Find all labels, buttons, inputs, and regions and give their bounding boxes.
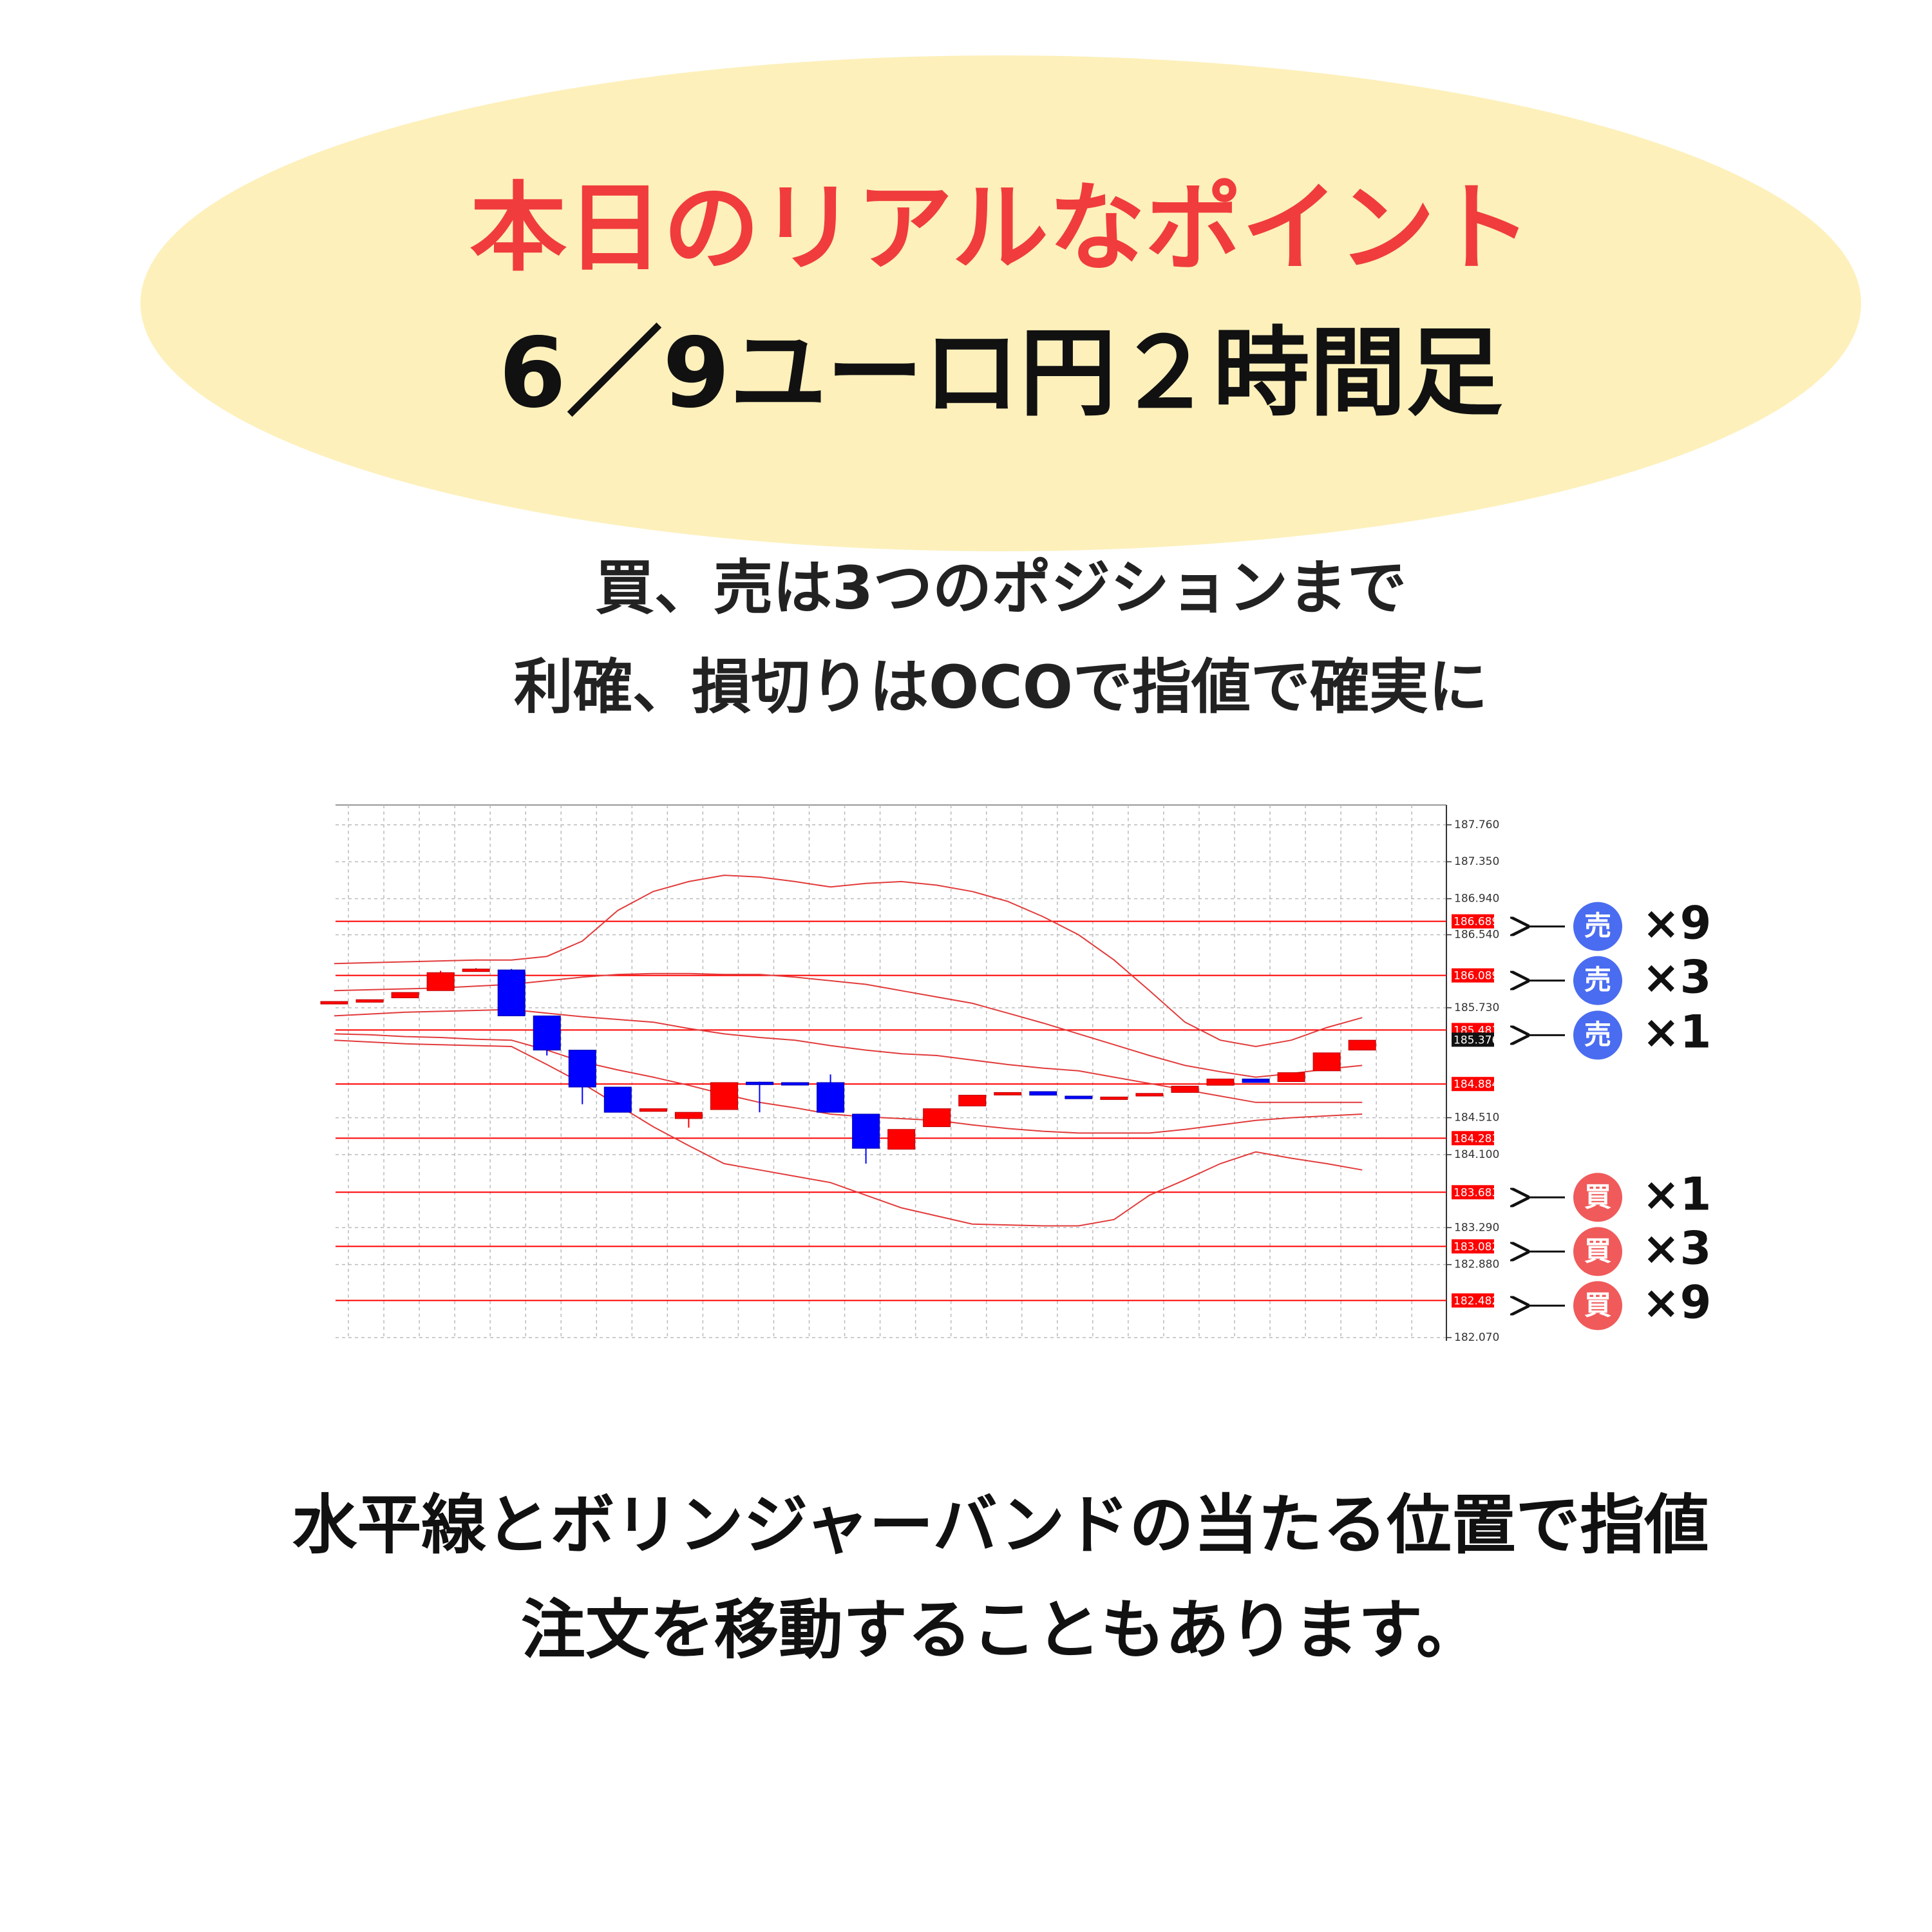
candle-body <box>1277 1072 1305 1083</box>
bollinger-band <box>334 1033 1363 1134</box>
candle-body <box>1206 1078 1235 1086</box>
y-tick-label: 184.510 <box>1454 1112 1499 1124</box>
count-text: ×9 <box>1642 1276 1711 1329</box>
badge-text: 買 <box>1584 1289 1611 1321</box>
candle-body <box>1348 1039 1376 1051</box>
y-tick-label: 185.730 <box>1454 1001 1499 1014</box>
candle-body <box>781 1082 810 1086</box>
badge-text: 売 <box>1584 1019 1611 1050</box>
count-text: ×3 <box>1642 951 1711 1004</box>
badge-text: 買 <box>1584 1181 1611 1213</box>
y-tick-label: 182.070 <box>1454 1331 1499 1344</box>
candle-body <box>497 969 526 1016</box>
badge-text: 買 <box>1584 1235 1611 1267</box>
candle-body <box>1065 1095 1093 1099</box>
candle-body <box>462 969 490 972</box>
level-label: 183.082 <box>1454 1240 1499 1253</box>
candle-body <box>674 1112 703 1119</box>
candle-body <box>817 1082 845 1113</box>
candle-body <box>1100 1096 1128 1100</box>
candle-body <box>1171 1086 1199 1093</box>
candle-body <box>355 999 384 1003</box>
bollinger-band <box>334 875 1363 1048</box>
footer-text: 注文を移動することもあります。 <box>521 1592 1481 1667</box>
subtitle: 6／9ユーロ円２時間足 <box>499 317 1503 430</box>
count-text: ×1 <box>1642 1005 1711 1058</box>
title: 本日のリアルなポイント <box>470 173 1532 285</box>
badge-circle <box>1573 1227 1622 1276</box>
candle-body <box>958 1095 987 1106</box>
candle-body <box>320 1001 348 1005</box>
candle-body <box>533 1015 561 1051</box>
level-label-bg <box>1452 1131 1494 1146</box>
candle-body <box>923 1108 951 1128</box>
last-price-label: 185.376 <box>1454 1034 1499 1046</box>
candle-body <box>1029 1091 1057 1096</box>
candle-body <box>1312 1052 1341 1072</box>
badge-circle <box>1573 956 1622 1005</box>
count-text: ×9 <box>1642 897 1711 950</box>
candle-body <box>603 1086 632 1113</box>
candle-body <box>639 1108 667 1112</box>
badge-text: 売 <box>1584 910 1611 942</box>
candle-body <box>391 992 419 998</box>
candle-body <box>568 1050 596 1088</box>
candle-body <box>1135 1093 1164 1097</box>
badge-circle <box>1573 1281 1622 1331</box>
candle-body <box>887 1129 916 1150</box>
level-label-bg <box>1452 1239 1494 1254</box>
candle-body <box>994 1092 1022 1095</box>
level-label-bg <box>1452 1077 1494 1092</box>
badge-text: 売 <box>1584 964 1611 996</box>
header-ellipse <box>140 55 1861 551</box>
y-tick-label: 187.350 <box>1454 855 1499 868</box>
level-label: 182.482 <box>1454 1294 1499 1307</box>
level-label: 186.089 <box>1454 970 1499 983</box>
badge-circle <box>1573 902 1622 951</box>
candle-body <box>710 1082 738 1110</box>
last-price-bg <box>1452 1032 1494 1047</box>
footer-text: 水平線とボリンジャーバンドの当たる位置で指値 <box>292 1487 1709 1562</box>
candle-body <box>1242 1078 1270 1083</box>
y-tick-label: 187.760 <box>1454 819 1499 831</box>
candle-body <box>852 1113 880 1149</box>
candle-body <box>426 972 455 991</box>
level-label-bg <box>1452 1185 1494 1200</box>
level-label-bg <box>1452 1293 1494 1308</box>
level-label: 184.884 <box>1454 1078 1499 1091</box>
level-label-bg <box>1452 914 1494 929</box>
candle-body <box>745 1081 773 1085</box>
note: 買、売は3つのポジションまで <box>595 553 1406 622</box>
bollinger-band <box>334 1039 1363 1227</box>
y-tick-label: 182.880 <box>1454 1258 1499 1271</box>
y-tick-label: 183.290 <box>1454 1221 1499 1234</box>
badge-circle <box>1573 1173 1622 1222</box>
chart: 187.760 187.350 186.940 186.540 185.730 184.5… <box>320 804 1711 1344</box>
count-text: ×1 <box>1642 1168 1711 1220</box>
y-tick-label: 186.540 <box>1454 929 1499 942</box>
note: 利確、損切りはOCOで指値で確実に <box>514 652 1488 721</box>
y-tick-label: 184.100 <box>1454 1148 1499 1161</box>
count-text: ×3 <box>1642 1222 1711 1274</box>
y-tick-label: 186.940 <box>1454 893 1499 905</box>
level-label: 184.283 <box>1454 1132 1499 1145</box>
badge-circle <box>1573 1010 1622 1060</box>
level-label: 186.689 <box>1454 916 1499 929</box>
level-label-bg <box>1452 968 1494 983</box>
level-label: 183.683 <box>1454 1186 1499 1199</box>
